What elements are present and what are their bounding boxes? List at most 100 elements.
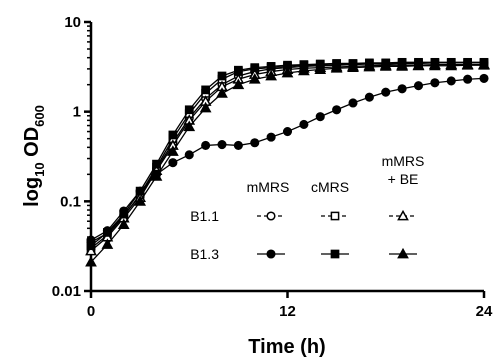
data-point-b1-3-mmrs-be (134, 195, 146, 206)
series-line-b1-1-mmrs-be (90, 63, 484, 252)
legend-swatch-marker (330, 211, 340, 221)
data-point-b1-3-mmrs (446, 76, 456, 86)
legend-swatch-marker (266, 211, 276, 221)
data-point-b1-3-cmrs (266, 62, 276, 71)
data-point-b1-3-mmrs-be (167, 145, 179, 156)
data-point-b1-3-mmrs-be (412, 59, 425, 71)
data-point-b1-1-mmrs-be (85, 244, 97, 256)
data-point-b1-3-cmrs (250, 63, 260, 72)
legend-swatch-b1-3-mmrs (257, 249, 285, 259)
data-point-b1-3-mmrs-be (347, 61, 359, 73)
series-b1-3-mmrs (86, 73, 489, 245)
series-b1-3-mmrs-be (85, 59, 490, 267)
y-axis-title-sub600: 600 (32, 105, 47, 127)
data-point-b1-3-mmrs-be (101, 238, 114, 249)
legend-swatch-b1-3-cmrs (321, 249, 349, 259)
legend-header-mmrs-be-line2: + BE (388, 171, 419, 187)
data-point-b1-3-mmrs-be (85, 255, 97, 267)
data-point-b1-3-cmrs (103, 228, 112, 237)
legend-header-cmrs: cMRS (311, 179, 349, 195)
legend-swatches (257, 209, 417, 259)
data-point-b1-3-mmrs (233, 140, 243, 150)
series-layer (85, 57, 490, 267)
data-point-b1-3-mmrs-be (232, 78, 245, 90)
data-point-b1-3-cmrs (234, 65, 243, 75)
x-tick-label-24: 24 (476, 303, 493, 320)
series-b1-1-mmrs (86, 58, 489, 247)
data-point-b1-3-cmrs (201, 85, 210, 95)
y-axis-title: log10 OD600 (21, 105, 47, 207)
data-point-b1-3-mmrs-be (183, 120, 196, 132)
legend-row-b1-3: B1.3 (190, 246, 219, 262)
data-point-b1-3-mmrs (430, 78, 440, 88)
data-point-b1-3-mmrs (413, 81, 424, 91)
data-point-b1-3-mmrs (463, 74, 473, 84)
data-point-b1-3-mmrs-be (429, 59, 441, 71)
y-tick-label-3: 10 (64, 14, 81, 31)
data-point-b1-3-cmrs (119, 209, 129, 219)
y-tick-label-1: 0.1 (60, 193, 81, 210)
data-point-b1-3-mmrs-be (379, 60, 392, 71)
data-point-b1-3-mmrs-be (298, 64, 310, 76)
x-axis-title: Time (h) (248, 336, 325, 358)
data-point-b1-3-cmrs (86, 241, 96, 251)
data-point-b1-3-mmrs (397, 84, 407, 94)
data-point-b1-3-cmrs (217, 71, 227, 81)
data-point-b1-3-mmrs-be (199, 101, 212, 113)
series-b1-1-cmrs (86, 58, 489, 253)
data-point-b1-3-cmrs (135, 186, 145, 196)
data-point-b1-3-mmrs-be (330, 62, 343, 73)
legend-swatch-marker (397, 247, 409, 259)
data-point-b1-3-mmrs (332, 105, 342, 115)
ticks: 0 12 24 0.01 0.1 1 10 (52, 14, 493, 320)
data-point-b1-3-mmrs-be (445, 59, 458, 71)
data-point-b1-3-mmrs-be (248, 73, 261, 84)
y-axis-title-od: OD (21, 127, 43, 163)
data-point-b1-3-mmrs (201, 140, 211, 150)
data-point-b1-3-mmrs (315, 112, 325, 122)
data-point-b1-3-mmrs-be (281, 66, 294, 78)
series-line-b1-3-mmrs (90, 77, 485, 241)
legend-swatch-b1-1-mmrs-be (389, 209, 417, 221)
legend-swatch-marker (330, 249, 340, 259)
y-tick-label-0: 0.01 (52, 283, 81, 300)
data-point-b1-3-mmrs (282, 127, 293, 137)
y-axis-title-sub10: 10 (32, 162, 47, 176)
legend-row-b1-1: B1.1 (190, 208, 219, 224)
series-line-b1-1-cmrs (90, 62, 484, 249)
data-point-b1-3-mmrs-be (478, 59, 490, 70)
series-b1-3-cmrs (86, 57, 489, 251)
data-point-b1-3-cmrs (152, 159, 161, 169)
data-point-b1-3-mmrs (184, 150, 194, 160)
data-point-b1-3-mmrs (348, 98, 358, 108)
legend: mMRS cMRS mMRS + BE B1.1 B1.3 (190, 153, 424, 262)
y-tick-label-2: 1 (73, 104, 81, 121)
data-point-b1-3-mmrs (479, 73, 489, 83)
data-point-b1-3-mmrs (250, 138, 260, 148)
legend-header-mmrs: mMRS (247, 179, 290, 195)
data-point-b1-3-mmrs-be (363, 60, 376, 72)
data-point-b1-3-mmrs (266, 132, 276, 142)
series-line-b1-3-cmrs (90, 61, 484, 247)
data-point-b1-3-mmrs-be (396, 60, 408, 71)
legend-swatch-b1-1-cmrs (321, 211, 349, 221)
data-point-b1-3-mmrs-be (265, 69, 277, 81)
data-point-b1-3-mmrs (364, 92, 374, 102)
series-b1-1-mmrs-be (85, 58, 490, 256)
legend-header-mmrs-be-line1: mMRS (382, 153, 425, 169)
data-point-b1-3-cmrs (184, 105, 194, 115)
legend-swatch-b1-1-mmrs (257, 211, 285, 221)
data-point-b1-3-mmrs-be (216, 87, 228, 98)
data-point-b1-3-mmrs-be (461, 59, 474, 70)
data-point-b1-3-mmrs-be (117, 218, 130, 230)
data-point-b1-3-mmrs-be (150, 170, 163, 181)
y-axis-title-log: log (21, 177, 43, 207)
data-point-b1-3-cmrs (168, 130, 178, 140)
series-line-b1-1-mmrs (90, 62, 484, 243)
legend-swatch-marker (397, 209, 409, 221)
data-point-b1-3-mmrs (299, 119, 309, 130)
data-point-b1-3-mmrs-be (314, 63, 327, 74)
legend-swatch-b1-3-mmrs-be (389, 247, 417, 259)
data-point-b1-3-mmrs (381, 87, 391, 97)
